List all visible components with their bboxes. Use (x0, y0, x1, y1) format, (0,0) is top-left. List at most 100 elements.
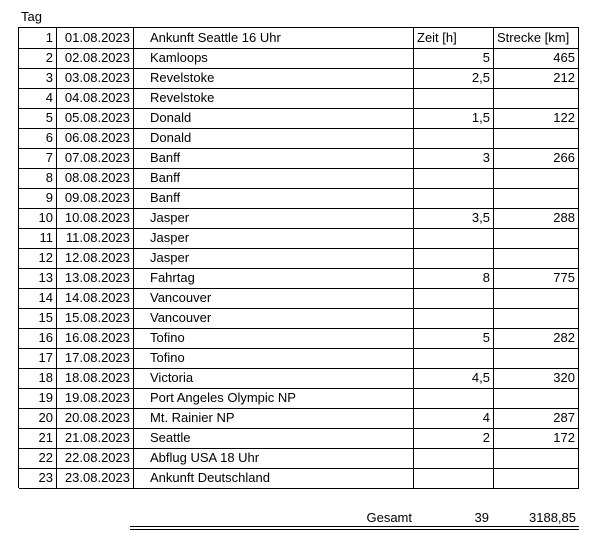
place: Port Angeles Olympic NP (134, 388, 414, 409)
table: 1 01.08.2023 Ankunft Seattle 16 Uhr Zeit [h… (18, 27, 579, 489)
place: Banff (134, 188, 414, 209)
distance-km (494, 168, 579, 189)
distance-km (494, 88, 579, 109)
place: Vancouver (134, 288, 414, 309)
time-hours: 5 (414, 48, 494, 69)
time-hours: 2 (414, 428, 494, 449)
time-hours: 5 (414, 328, 494, 349)
date: 20.08.2023 (57, 408, 134, 429)
date: 01.08.2023 (57, 28, 134, 49)
time-hours (414, 448, 494, 469)
day-number: 12 (19, 248, 57, 269)
time-hours (414, 88, 494, 109)
time-hours: 4,5 (414, 368, 494, 389)
distance-km (494, 288, 579, 309)
day-number: 6 (19, 128, 57, 149)
date: 15.08.2023 (57, 308, 134, 329)
date: 17.08.2023 (57, 348, 134, 369)
distance-km: Strecke [km] (494, 28, 579, 49)
day-number: 15 (19, 308, 57, 329)
day-number: 3 (19, 68, 57, 89)
distance-km: 320 (494, 368, 579, 389)
double-underline (130, 526, 579, 527)
place: Mt. Rainier NP (134, 408, 414, 429)
place: Tofino (134, 348, 414, 369)
distance-km (494, 188, 579, 209)
place: Jasper (134, 228, 414, 249)
distance-km: 775 (494, 268, 579, 289)
time-hours: 4 (414, 408, 494, 429)
date: 16.08.2023 (57, 328, 134, 349)
day-number: 9 (19, 188, 57, 209)
day-number: 10 (19, 208, 57, 229)
day-number: 5 (19, 108, 57, 129)
distance-km (494, 128, 579, 149)
distance-km: 288 (494, 208, 579, 229)
place: Revelstoke (134, 68, 414, 89)
distance-km (494, 348, 579, 369)
distance-km (494, 388, 579, 409)
total-strecke: 3188,85 (529, 510, 576, 525)
distance-km (494, 468, 579, 489)
place: Abflug USA 18 Uhr (134, 448, 414, 469)
time-hours (414, 168, 494, 189)
distance-km: 266 (494, 148, 579, 169)
date: 05.08.2023 (57, 108, 134, 129)
place: Seattle (134, 428, 414, 449)
day-number: 16 (19, 328, 57, 349)
place: Tofino (134, 328, 414, 349)
time-hours: 1,5 (414, 108, 494, 129)
time-hours (414, 348, 494, 369)
place: Vancouver (134, 308, 414, 329)
date: 10.08.2023 (57, 208, 134, 229)
day-number: 4 (19, 88, 57, 109)
time-hours (414, 308, 494, 329)
time-hours: Zeit [h] (414, 28, 494, 49)
sheet-title: Tag (21, 9, 42, 24)
place: Banff (134, 148, 414, 169)
place: Fahrtag (134, 268, 414, 289)
date: 06.08.2023 (57, 128, 134, 149)
date: 14.08.2023 (57, 288, 134, 309)
date: 08.08.2023 (57, 168, 134, 189)
day-number: 7 (19, 148, 57, 169)
distance-km: 282 (494, 328, 579, 349)
distance-km: 122 (494, 108, 579, 129)
place: Ankunft Seattle 16 Uhr (134, 28, 414, 49)
day-number: 20 (19, 408, 57, 429)
distance-km (494, 248, 579, 269)
date: 23.08.2023 (57, 468, 134, 489)
date: 18.08.2023 (57, 368, 134, 389)
distance-km: 212 (494, 68, 579, 89)
time-hours: 3,5 (414, 208, 494, 229)
total-label: Gesamt (366, 510, 412, 525)
day-number: 8 (19, 168, 57, 189)
date: 11.08.2023 (57, 228, 134, 249)
day-number: 11 (19, 228, 57, 249)
day-number: 17 (19, 348, 57, 369)
time-hours (414, 228, 494, 249)
place: Jasper (134, 208, 414, 229)
total-zeit: 39 (474, 510, 489, 525)
date: 07.08.2023 (57, 148, 134, 169)
date: 03.08.2023 (57, 68, 134, 89)
distance-km: 287 (494, 408, 579, 429)
day-number: 2 (19, 48, 57, 69)
distance-km (494, 308, 579, 329)
time-hours (414, 188, 494, 209)
place: Jasper (134, 248, 414, 269)
day-number: 18 (19, 368, 57, 389)
time-hours (414, 128, 494, 149)
place: Banff (134, 168, 414, 189)
date: 13.08.2023 (57, 268, 134, 289)
date: 12.08.2023 (57, 248, 134, 269)
place: Donald (134, 128, 414, 149)
time-hours: 3 (414, 148, 494, 169)
place: Donald (134, 108, 414, 129)
date: 09.08.2023 (57, 188, 134, 209)
date: 02.08.2023 (57, 48, 134, 69)
time-hours (414, 248, 494, 269)
distance-km (494, 228, 579, 249)
date: 21.08.2023 (57, 428, 134, 449)
